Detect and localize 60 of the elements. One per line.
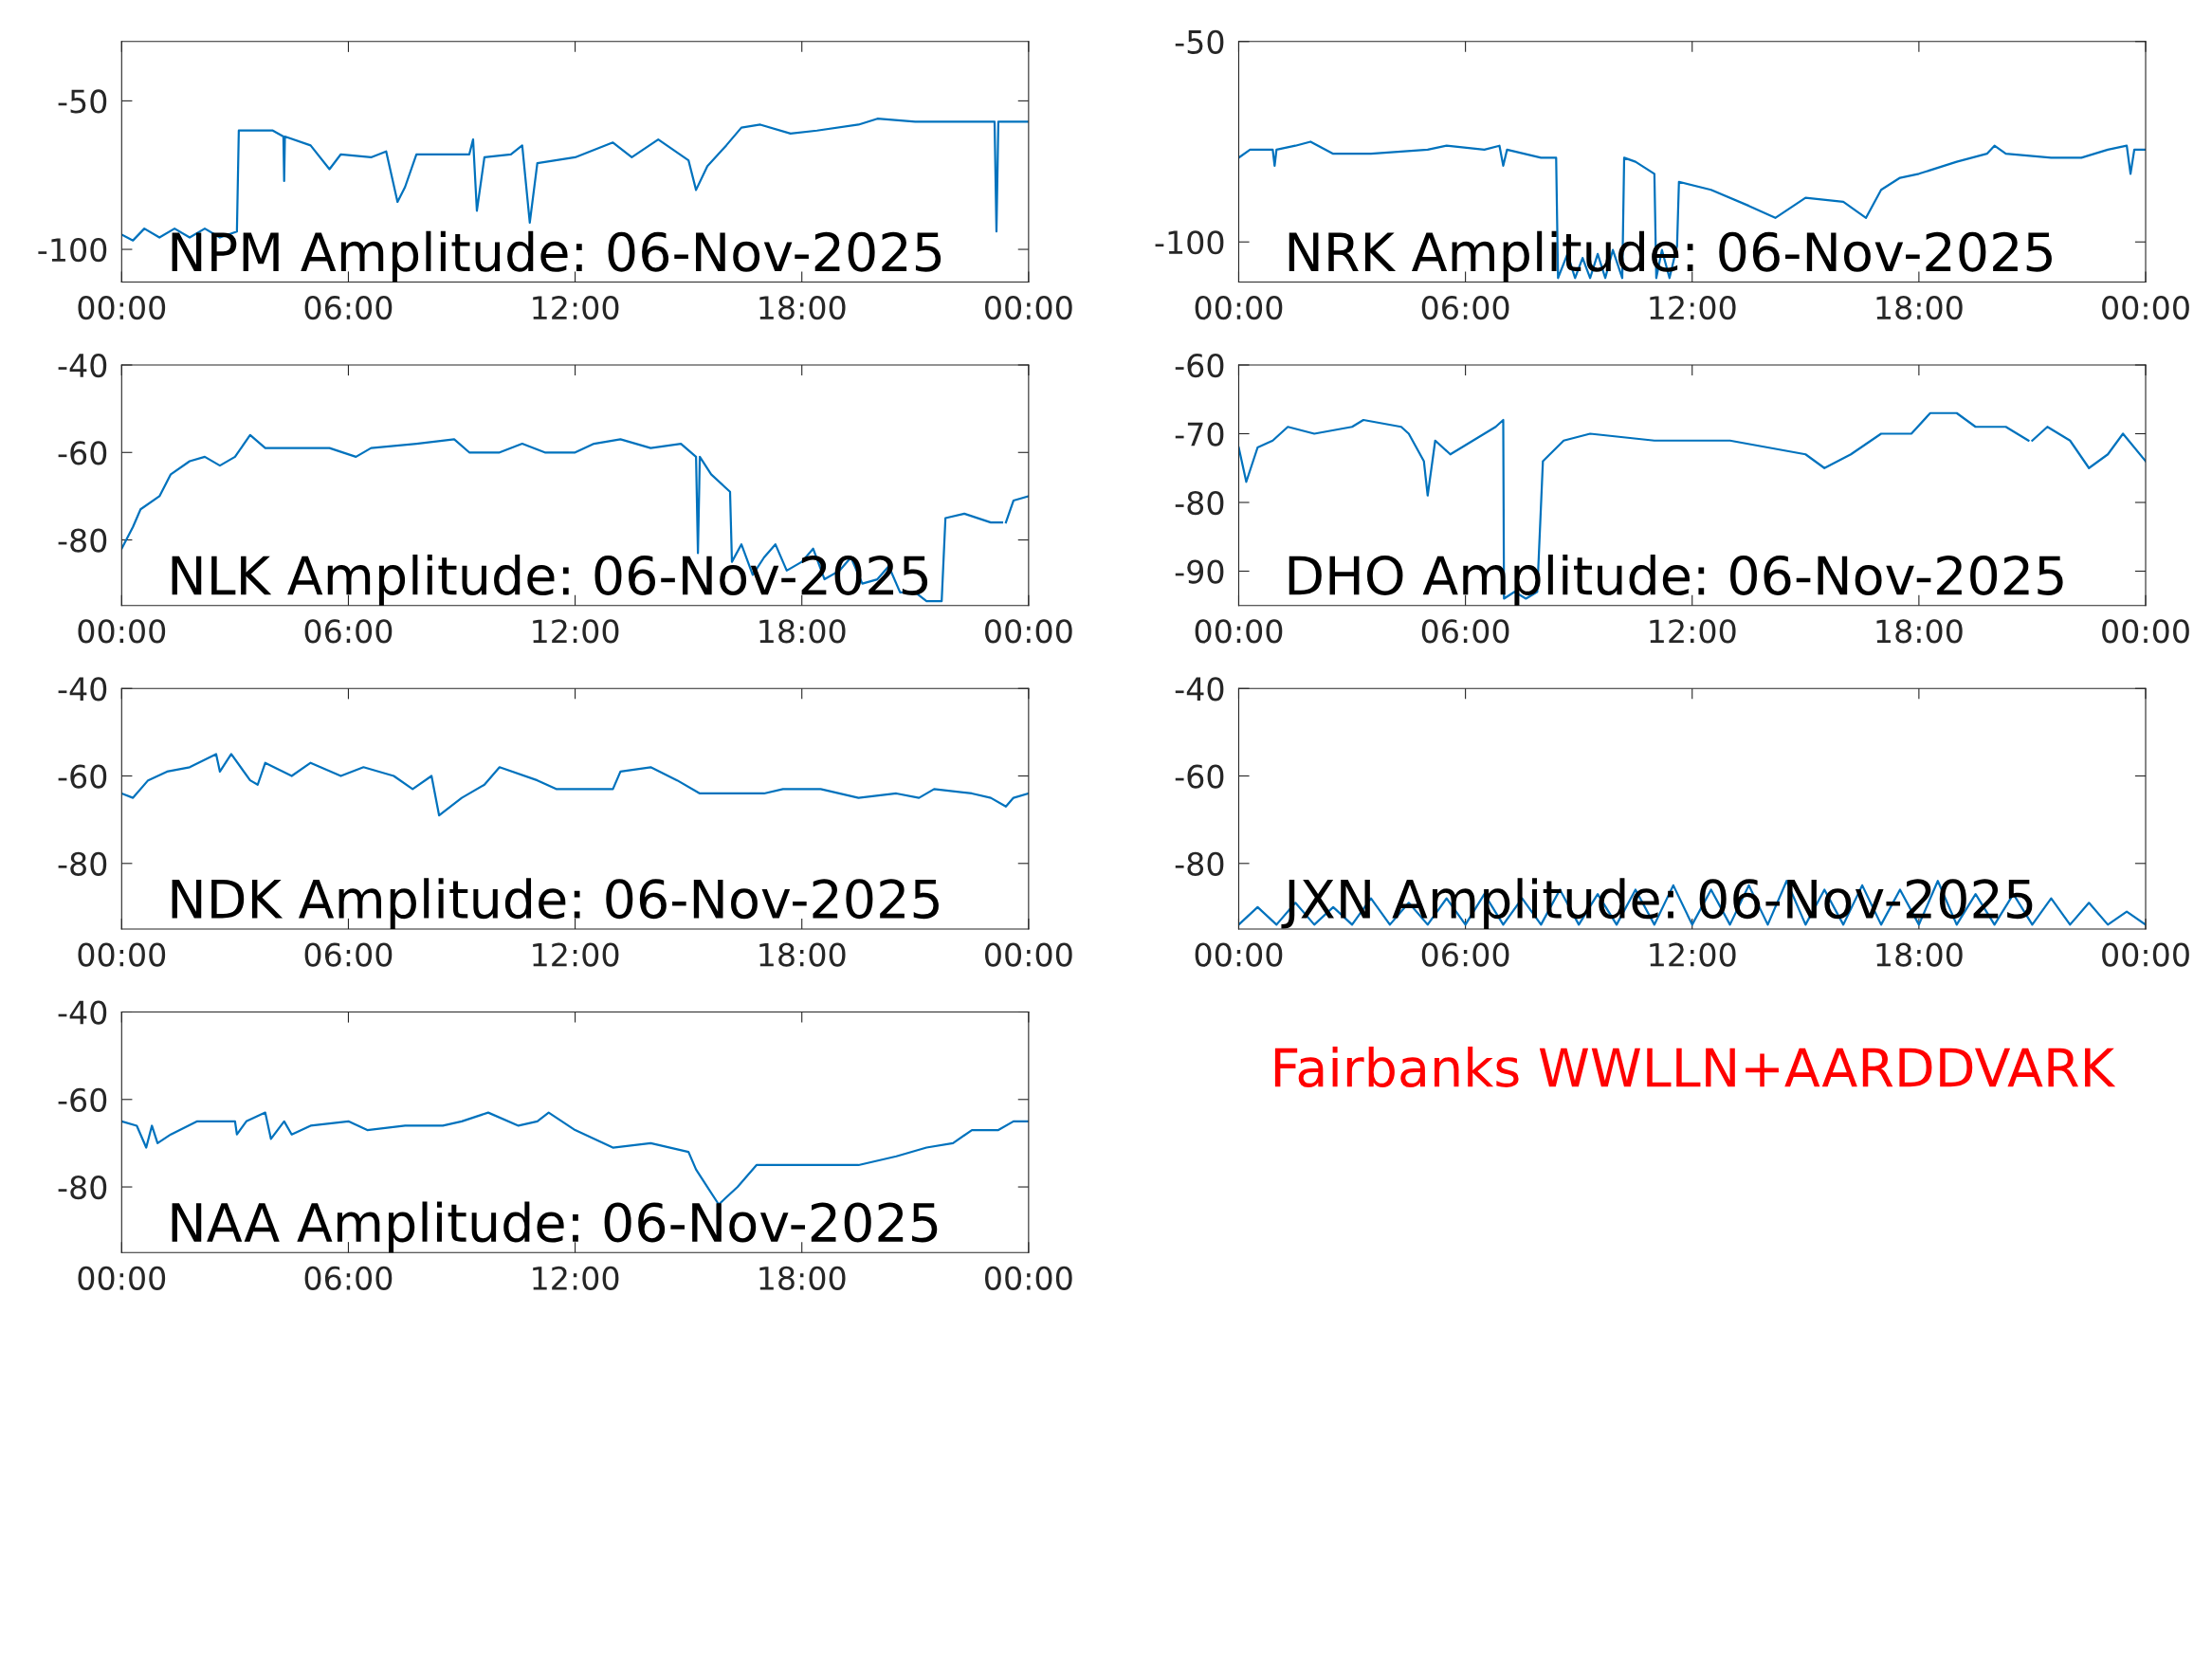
x-tick-label: 18:00 bbox=[759, 1266, 846, 1290]
text: NPM Amplitude: 06-Nov-2025 bbox=[172, 230, 941, 283]
x-tick-label: 00:00 bbox=[78, 295, 166, 320]
x-tick-label: 00:00 bbox=[985, 942, 1072, 967]
y-tick-label: -40 bbox=[58, 1000, 107, 1025]
x-tick-label: 06:00 bbox=[304, 295, 393, 320]
x-tick-label: 18:00 bbox=[759, 942, 846, 967]
x-tick-label: 12:00 bbox=[1650, 619, 1736, 644]
y-tick-label: -60 bbox=[1175, 353, 1224, 378]
y-tick-label: -60 bbox=[1175, 764, 1224, 789]
y-tick-label: -60 bbox=[58, 1087, 107, 1112]
y-tick-label: -40 bbox=[58, 353, 107, 378]
y-tick-label: -40 bbox=[58, 677, 107, 702]
x-tick-label: 12:00 bbox=[533, 942, 619, 967]
x-tick-label: 06:00 bbox=[1421, 942, 1509, 967]
x-tick-label: 00:00 bbox=[2102, 942, 2189, 967]
x-tick-label: 12:00 bbox=[1650, 295, 1736, 320]
x-tick-label: 06:00 bbox=[1421, 295, 1509, 320]
x-tick-label: 06:00 bbox=[304, 942, 393, 967]
x-tick-label: 00:00 bbox=[985, 1266, 1072, 1290]
x-tick-label: 00:00 bbox=[78, 942, 166, 967]
x-tick-label: 00:00 bbox=[2102, 295, 2189, 320]
y-tick-label: -80 bbox=[1175, 490, 1224, 516]
x-tick-label: 12:00 bbox=[533, 619, 619, 644]
y-tick-label: -50 bbox=[1175, 29, 1224, 54]
x-tick-label: 00:00 bbox=[2102, 619, 2189, 644]
x-tick-label: 00:00 bbox=[1195, 942, 1283, 967]
x-tick-label: 00:00 bbox=[78, 1266, 166, 1290]
x-tick-label: 00:00 bbox=[985, 295, 1072, 320]
x-tick-label: 18:00 bbox=[759, 295, 846, 320]
y-tick-label: -90 bbox=[1175, 559, 1224, 584]
text: Fairbanks WWLLN+AARDDVARK bbox=[1274, 1047, 2116, 1088]
x-tick-label: 18:00 bbox=[759, 619, 846, 644]
y-tick-label: -80 bbox=[58, 851, 107, 876]
y-tick-label: -100 bbox=[38, 237, 107, 263]
y-tick-label: -50 bbox=[58, 89, 107, 114]
y-tick-label: -100 bbox=[1155, 230, 1224, 255]
y-tick-label: -40 bbox=[1175, 677, 1224, 702]
x-tick-label: 06:00 bbox=[304, 1266, 393, 1290]
x-tick-label: 18:00 bbox=[1876, 295, 1963, 320]
text: NDK Amplitude: 06-Nov-2025 bbox=[172, 878, 939, 929]
x-tick-label: 00:00 bbox=[1195, 619, 1283, 644]
text: NAA Amplitude: 06-Nov-2025 bbox=[172, 1201, 938, 1253]
x-tick-label: 12:00 bbox=[533, 295, 619, 320]
x-tick-label: 18:00 bbox=[1876, 942, 1963, 967]
y-tick-label: -70 bbox=[1175, 422, 1224, 447]
x-tick-label: 00:00 bbox=[78, 619, 166, 644]
x-tick-label: 06:00 bbox=[304, 619, 393, 644]
y-tick-label: -60 bbox=[58, 764, 107, 789]
line-series bbox=[121, 753, 1029, 817]
x-tick-label: 12:00 bbox=[533, 1266, 619, 1290]
x-tick-label: 00:00 bbox=[985, 619, 1072, 644]
x-tick-label: 00:00 bbox=[1195, 295, 1283, 320]
x-tick-label: 18:00 bbox=[1876, 619, 1963, 644]
y-tick-label: -80 bbox=[1175, 851, 1224, 876]
x-tick-label: 12:00 bbox=[1650, 942, 1736, 967]
y-tick-label: -60 bbox=[58, 441, 107, 465]
x-tick-label: 06:00 bbox=[1421, 619, 1509, 644]
y-tick-label: -80 bbox=[58, 1175, 107, 1200]
y-tick-label: -80 bbox=[58, 528, 107, 553]
